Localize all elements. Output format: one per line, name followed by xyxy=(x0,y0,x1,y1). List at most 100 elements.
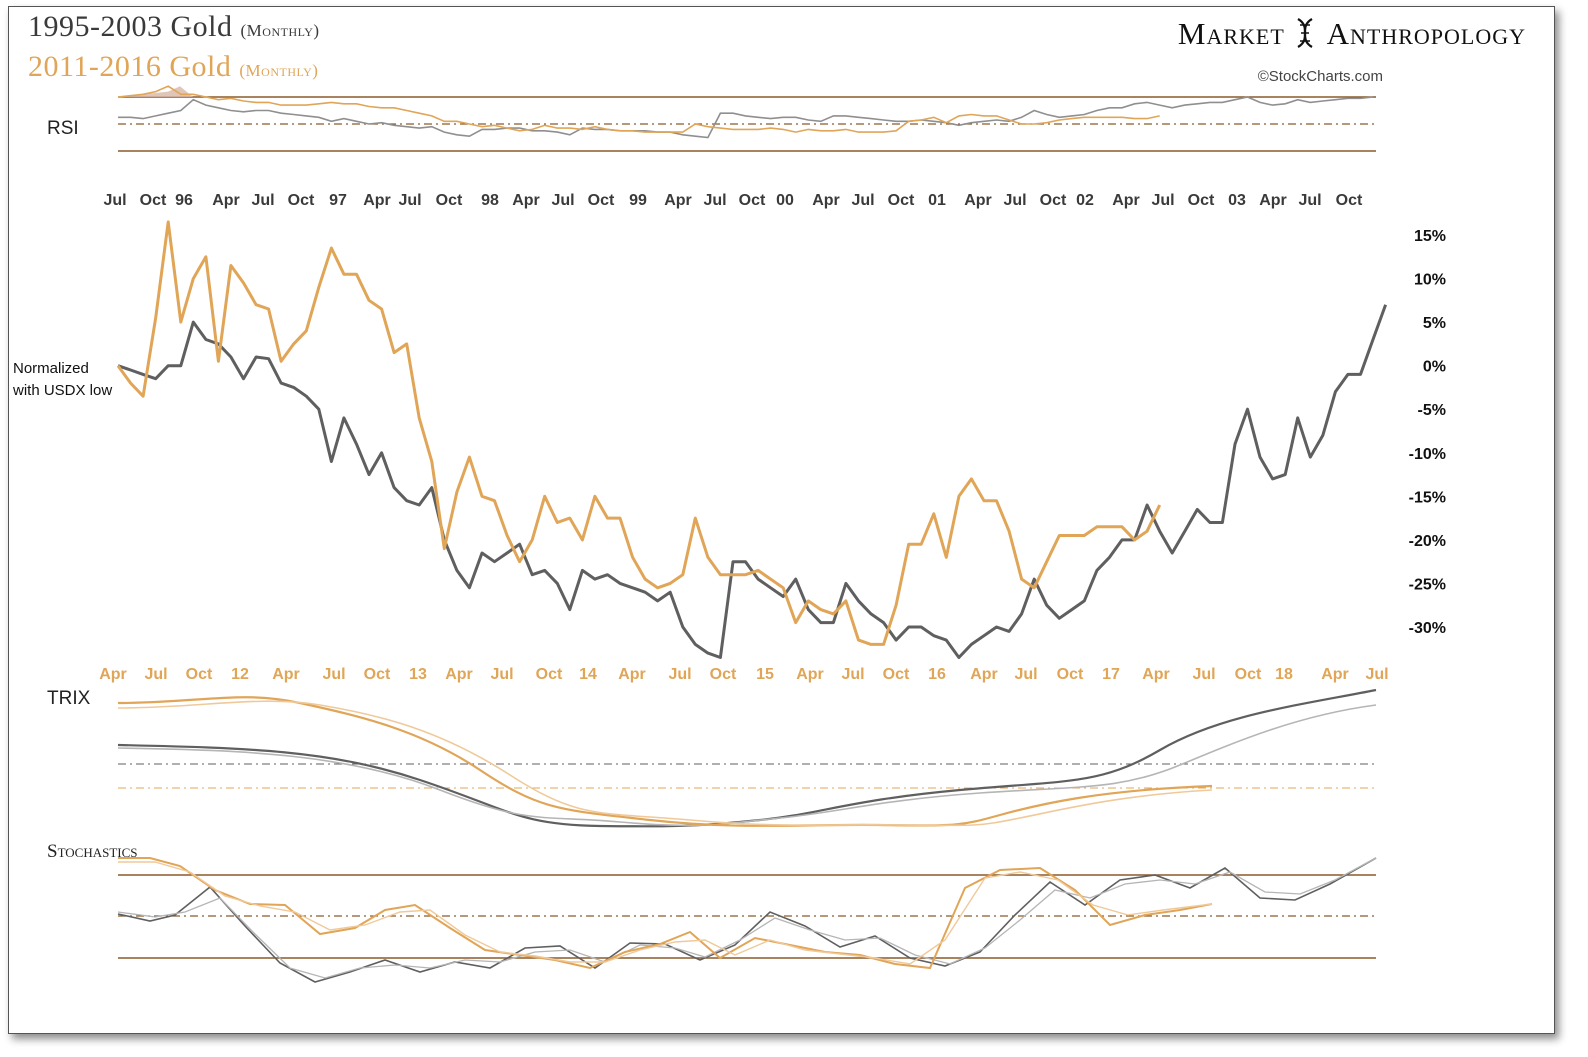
top-axis-label: Jul xyxy=(1151,192,1174,209)
top-axis-label: Oct xyxy=(1040,192,1067,209)
bottom-axis-label: Apr xyxy=(1142,666,1170,683)
bottom-axis-label: 17 xyxy=(1102,666,1120,683)
trix-panel: TRIX xyxy=(47,688,1377,828)
bottom-axis-label: 16 xyxy=(928,666,946,683)
top-axis-label: Apr xyxy=(363,192,391,209)
trix-signal-1995 xyxy=(117,704,1377,827)
top-axis-1995-2003: Jul Oct 96 Apr Jul Oct 97 Apr Jul Oct 98 Apr Jul Oct 9… xyxy=(103,192,1363,209)
bottom-axis-label: Oct xyxy=(1235,666,1262,683)
top-axis-label: Jul xyxy=(251,192,274,209)
top-axis-label: Apr xyxy=(812,192,840,209)
top-axis-label: Oct xyxy=(588,192,615,209)
top-axis-label: Apr xyxy=(1259,192,1287,209)
trix-line-2011 xyxy=(117,696,1213,827)
top-axis-label: Oct xyxy=(1336,192,1363,209)
bottom-axis-label: Jul xyxy=(841,666,864,683)
brand-left: Market xyxy=(1177,16,1285,51)
rsi-line-2011 xyxy=(117,85,1160,133)
y-tick-label: -10% xyxy=(1409,446,1446,463)
top-axis-label: Oct xyxy=(739,192,766,209)
y-tick-label: 5% xyxy=(1423,315,1446,332)
top-axis-label: Jul xyxy=(1298,192,1321,209)
y-tick-label: -5% xyxy=(1418,402,1446,419)
stoch-k-1995 xyxy=(117,857,1377,983)
rsi-panel: RSI xyxy=(47,85,1376,152)
y-tick-label: -25% xyxy=(1409,576,1446,593)
bottom-axis-label: Oct xyxy=(186,666,213,683)
top-axis-label: Jul xyxy=(1003,192,1026,209)
stoch-d-1995 xyxy=(117,857,1377,979)
y-tick-label: 10% xyxy=(1414,272,1446,289)
bottom-axis-label: Oct xyxy=(710,666,737,683)
top-axis-label: Oct xyxy=(140,192,167,209)
top-axis-label: 03 xyxy=(1228,192,1246,209)
bottom-axis-label: Jul xyxy=(1365,666,1388,683)
rsi-overbought-fill xyxy=(118,86,193,97)
bottom-axis-label: Oct xyxy=(364,666,391,683)
bottom-axis-label: Oct xyxy=(536,666,563,683)
title-2011-2016-text: 2011-2016 Gold xyxy=(28,50,232,83)
copyright-text: ©StockCharts.com xyxy=(1257,68,1383,85)
bottom-axis-label: 15 xyxy=(756,666,774,683)
stochastics-panel: Stochastics xyxy=(47,841,1377,983)
bottom-axis-label: 18 xyxy=(1275,666,1293,683)
top-axis-label: Apr xyxy=(664,192,692,209)
bottom-axis-label: 13 xyxy=(409,666,427,683)
bottom-axis-label: Jul xyxy=(490,666,513,683)
bottom-axis-label: Apr xyxy=(445,666,473,683)
trix-signal-2011 xyxy=(117,700,1213,827)
bottom-axis-label: Apr xyxy=(970,666,998,683)
stoch-k-2011 xyxy=(118,857,1213,970)
top-axis-label: 98 xyxy=(481,192,499,209)
y-tick-label: -30% xyxy=(1409,620,1446,637)
top-axis-label: 02 xyxy=(1076,192,1094,209)
y-tick-label: 15% xyxy=(1414,228,1446,245)
top-axis-label: 96 xyxy=(175,192,193,209)
top-axis-label: Jul xyxy=(851,192,874,209)
bottom-axis-label: Apr xyxy=(99,666,127,683)
bottom-axis-label: 14 xyxy=(579,666,597,683)
title-1995-2003: 1995-2003 Gold (Monthly) xyxy=(28,10,320,44)
bottom-axis-label: Oct xyxy=(883,666,910,683)
bottom-axis-label: Jul xyxy=(1192,666,1215,683)
y-axis-percent: 15% 10% 5% 0% -5% -10% -15% -20% -25% -30% xyxy=(1409,228,1446,637)
y-tick-label: -15% xyxy=(1409,489,1446,506)
top-axis-label: Apr xyxy=(512,192,540,209)
dna-helix-icon xyxy=(1294,16,1320,52)
top-axis-label: 97 xyxy=(329,192,347,209)
top-axis-label: Jul xyxy=(551,192,574,209)
bottom-axis-label: 12 xyxy=(231,666,249,683)
top-axis-label: Oct xyxy=(436,192,463,209)
title-1995-2003-text: 1995-2003 Gold xyxy=(28,10,233,43)
stoch-d-2011 xyxy=(118,861,1213,965)
top-axis-label: 01 xyxy=(928,192,946,209)
bottom-axis-2011-2016: Apr Jul Oct 12 Apr Jul Oct 13 Apr Jul Oct 14 Apr Jul O… xyxy=(99,666,1388,683)
top-axis-label: Jul xyxy=(703,192,726,209)
rsi-line-1995 xyxy=(118,96,1374,139)
bottom-axis-label: Apr xyxy=(796,666,824,683)
brand-logo: Market Anthropology xyxy=(1178,16,1526,52)
series-line-1995-2003 xyxy=(117,304,1388,659)
bottom-axis-label: Jul xyxy=(322,666,345,683)
bottom-axis-label: Oct xyxy=(1057,666,1084,683)
bottom-axis-label: Jul xyxy=(668,666,691,683)
chart-frame xyxy=(8,6,1555,1034)
bottom-axis-label: Apr xyxy=(618,666,646,683)
y-tick-label: 0% xyxy=(1423,359,1446,376)
top-axis-label: Oct xyxy=(888,192,915,209)
bottom-axis-label: Jul xyxy=(144,666,167,683)
bottom-axis-label: Apr xyxy=(1321,666,1349,683)
bottom-axis-label: Jul xyxy=(1014,666,1037,683)
top-axis-label: Jul xyxy=(103,192,126,209)
title-2011-2016-sub: (Monthly) xyxy=(239,61,319,80)
top-axis-label: Apr xyxy=(1112,192,1140,209)
top-axis-label: 00 xyxy=(776,192,794,209)
top-axis-label: Jul xyxy=(398,192,421,209)
rsi-label: RSI xyxy=(47,118,79,139)
brand-right: Anthropology xyxy=(1326,16,1526,51)
series-line-2011-2016 xyxy=(116,220,1162,646)
trix-label: TRIX xyxy=(47,688,91,709)
top-axis-label: Oct xyxy=(1188,192,1215,209)
title-2011-2016: 2011-2016 Gold (Monthly) xyxy=(28,50,318,84)
